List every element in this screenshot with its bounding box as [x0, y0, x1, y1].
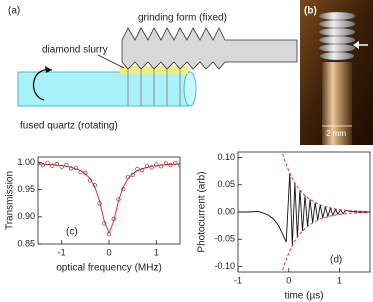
panel-label: (a)	[8, 6, 20, 17]
y-tick-label: 0.00	[217, 206, 235, 216]
rod-photo	[322, 62, 352, 145]
data-point	[173, 160, 178, 166]
data-point	[59, 164, 64, 169]
photo-arrow-head	[353, 41, 359, 49]
form-label: grinding form (fixed)	[138, 13, 227, 24]
threads	[318, 11, 356, 61]
y-tick-label: 0.90	[17, 211, 35, 221]
data-point	[50, 163, 55, 168]
y-tick-label: 0.95	[17, 184, 35, 194]
data-point	[177, 162, 180, 167]
panel-label: (d)	[330, 255, 342, 266]
panel-b: (b) 2 mm	[300, 0, 373, 145]
quartz-label: fused quartz (rotating)	[20, 121, 118, 132]
y-tick-label: -0.05	[214, 234, 235, 244]
y-tick-label: 0.05	[217, 179, 235, 189]
series-line	[281, 211, 370, 272]
data-point	[64, 163, 69, 168]
arrow-head	[45, 66, 52, 73]
scale-label: 2 mm	[326, 129, 346, 138]
y-axis-label: Transmission	[5, 171, 16, 230]
panel-label: (c)	[66, 227, 78, 238]
y-tick-label: 0.10	[217, 152, 235, 162]
quartz-rod	[17, 71, 191, 107]
x-tick-label: -1	[58, 247, 66, 257]
data-point	[144, 164, 150, 169]
series-line	[281, 152, 370, 213]
grinding-form	[121, 27, 298, 70]
data-point	[154, 162, 159, 167]
y-tick-label: 0.85	[17, 238, 35, 248]
plot-frame	[37, 156, 181, 245]
data-point	[168, 163, 173, 168]
data-point	[130, 172, 135, 178]
x-axis-label: time (µs)	[284, 291, 323, 302]
data-point	[163, 161, 168, 166]
data-point	[149, 165, 154, 170]
grooves	[127, 69, 181, 106]
x-tick-label: 1	[337, 275, 342, 285]
data-point	[158, 164, 164, 169]
panel-a: (a) grinding form (fixed) diamond slurry…	[8, 6, 298, 132]
x-tick-label: 0	[106, 247, 111, 257]
x-axis-label: optical frequency (MHz)	[56, 263, 162, 274]
series-line	[238, 173, 370, 246]
y-tick-label: 1.00	[17, 157, 35, 167]
rod-end	[183, 71, 197, 107]
series-line	[38, 163, 180, 235]
slurry-label: diamond slurry	[42, 45, 108, 56]
panel-label: (b)	[304, 6, 317, 17]
x-tick-label: -1	[234, 275, 242, 285]
y-axis-label: Photocurrent (arb)	[197, 171, 208, 252]
y-tick-label: -0.10	[214, 261, 235, 271]
data-point	[38, 161, 41, 166]
data-point	[54, 161, 60, 167]
chart: -1 0 1 0.85 0.90 0.95 1.00 optical frequency (M…	[5, 156, 181, 274]
data-point	[40, 163, 45, 168]
x-tick-label: 0	[286, 275, 291, 285]
pointer	[97, 54, 125, 69]
chart: -1 0 1 -0.10 -0.05 0.00 0.05 0.10 time (µs) Photo…	[197, 151, 371, 302]
x-tick-label: 1	[154, 247, 159, 257]
